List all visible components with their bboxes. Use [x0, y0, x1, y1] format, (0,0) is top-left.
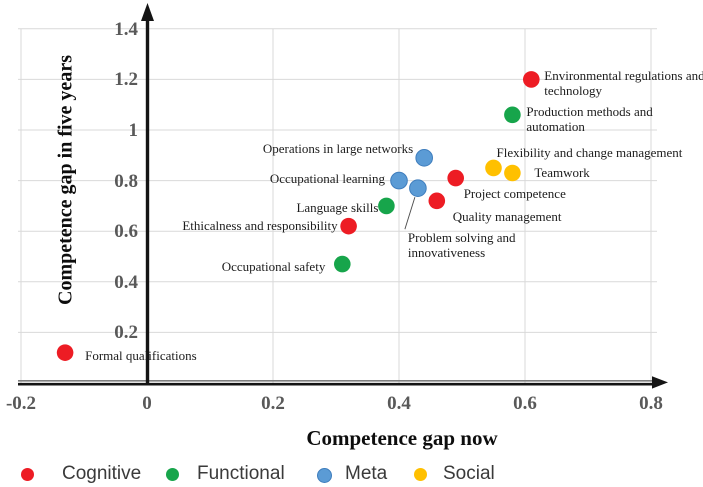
- point-label-line: innovativeness: [407, 245, 486, 261]
- point-label-line: automation: [526, 118, 585, 134]
- data-point-flexibility-and-change-management: [485, 159, 502, 177]
- data-point-quality-management: [428, 192, 446, 210]
- point-label-line: Ethicalness and responsibility: [182, 218, 338, 234]
- point-label-line: Occupational safety: [221, 259, 326, 275]
- x-tick-label: 0.6: [513, 393, 537, 414]
- point-label-line: Language skills: [296, 199, 379, 215]
- point-label-occupational-safety: Occupational safety: [222, 259, 326, 274]
- point-label-line: Environmental regulations and: [544, 68, 703, 84]
- x-axis-arrowhead: [652, 376, 668, 389]
- point-label-line: Teamwork: [534, 165, 590, 180]
- data-point-occupational-learning: [390, 171, 408, 190]
- y-tick-label: 1: [128, 120, 139, 141]
- point-label-teamwork: Teamwork: [534, 165, 589, 180]
- point-label-environmental-regulations-and-technology: Environmental regulations and technology: [544, 68, 703, 98]
- data-point-production-methods-and-automation: [504, 106, 521, 124]
- point-label-language-skills: Language skills: [296, 200, 378, 215]
- legend-dot-functional: [166, 467, 179, 481]
- legend-dot-meta: [317, 467, 332, 483]
- point-label-occupational-learning: Occupational learning: [270, 171, 385, 186]
- data-point-environmental-regulations-and-technology: [523, 71, 540, 88]
- point-label-line: Formal qualifications: [85, 347, 197, 363]
- y-tick-label: 1.4: [114, 18, 138, 40]
- data-point-operations-in-large-networks: [415, 149, 434, 167]
- data-point-teamwork: [504, 164, 521, 182]
- x-tick-label: 0.4: [387, 393, 411, 414]
- point-label-formal-qualifications: Formal qualifications: [85, 348, 197, 363]
- x-tick-label: 0: [142, 393, 152, 414]
- x-axis-title: Competence gap now: [306, 426, 498, 450]
- legend-label-social: Social: [443, 463, 495, 484]
- y-axis-title: Competence gap in five years: [54, 55, 77, 305]
- data-point-language-skills: [378, 197, 395, 215]
- legend-label-meta: Meta: [345, 463, 388, 484]
- point-label-ethicalness-and-responsibility: Ethicalness and responsibility: [182, 218, 337, 233]
- data-point-problem-solving-and-innovativeness: [409, 179, 427, 197]
- legend-dot-cognitive: [21, 467, 34, 481]
- legend-dot-social: [414, 467, 427, 481]
- point-label-operations-in-large-networks: Operations in large networks: [263, 141, 413, 156]
- y-tick-label: 1.2: [114, 69, 138, 91]
- point-label-line: Flexibility and change management: [496, 144, 683, 160]
- point-label-quality-management: Quality management: [453, 209, 562, 224]
- point-label-line: technology: [544, 83, 603, 99]
- data-point-ethicalness-and-responsibility: [340, 217, 357, 235]
- label-leader-line: [404, 197, 416, 230]
- data-point-project-competence: [447, 169, 465, 187]
- legend-label-cognitive: Cognitive: [62, 463, 142, 484]
- y-tick-label: 0.2: [114, 322, 138, 344]
- y-tick-label: 0.8: [114, 170, 138, 192]
- point-label-production-methods-and-automation: Production methods and automation: [526, 104, 652, 134]
- point-label-line: Project competence: [463, 186, 566, 202]
- y-tick-label: 0.4: [114, 271, 138, 293]
- point-label-project-competence: Project competence: [464, 186, 566, 201]
- point-label-line: Production methods and: [526, 103, 653, 119]
- y-tick-label: 0.6: [114, 221, 138, 243]
- point-label-line: Operations in large networks: [262, 140, 414, 156]
- x-tick-label: -0.2: [5, 393, 37, 414]
- point-label-flexibility-and-change-management: Flexibility and change management: [497, 145, 683, 160]
- legend-label-functional: Functional: [197, 463, 285, 484]
- data-point-occupational-safety: [334, 255, 351, 273]
- x-tick-label: 0.2: [261, 393, 285, 414]
- x-tick-label: 0.8: [639, 393, 663, 414]
- y-axis-arrowhead: [141, 3, 154, 21]
- point-label-problem-solving-and-innovativeness: Problem solving and innovativeness: [408, 230, 516, 260]
- point-label-line: Occupational learning: [269, 170, 385, 186]
- data-point-formal-qualifications: [56, 344, 74, 361]
- point-label-line: Problem solving and: [407, 230, 516, 246]
- point-label-line: Quality management: [452, 208, 562, 224]
